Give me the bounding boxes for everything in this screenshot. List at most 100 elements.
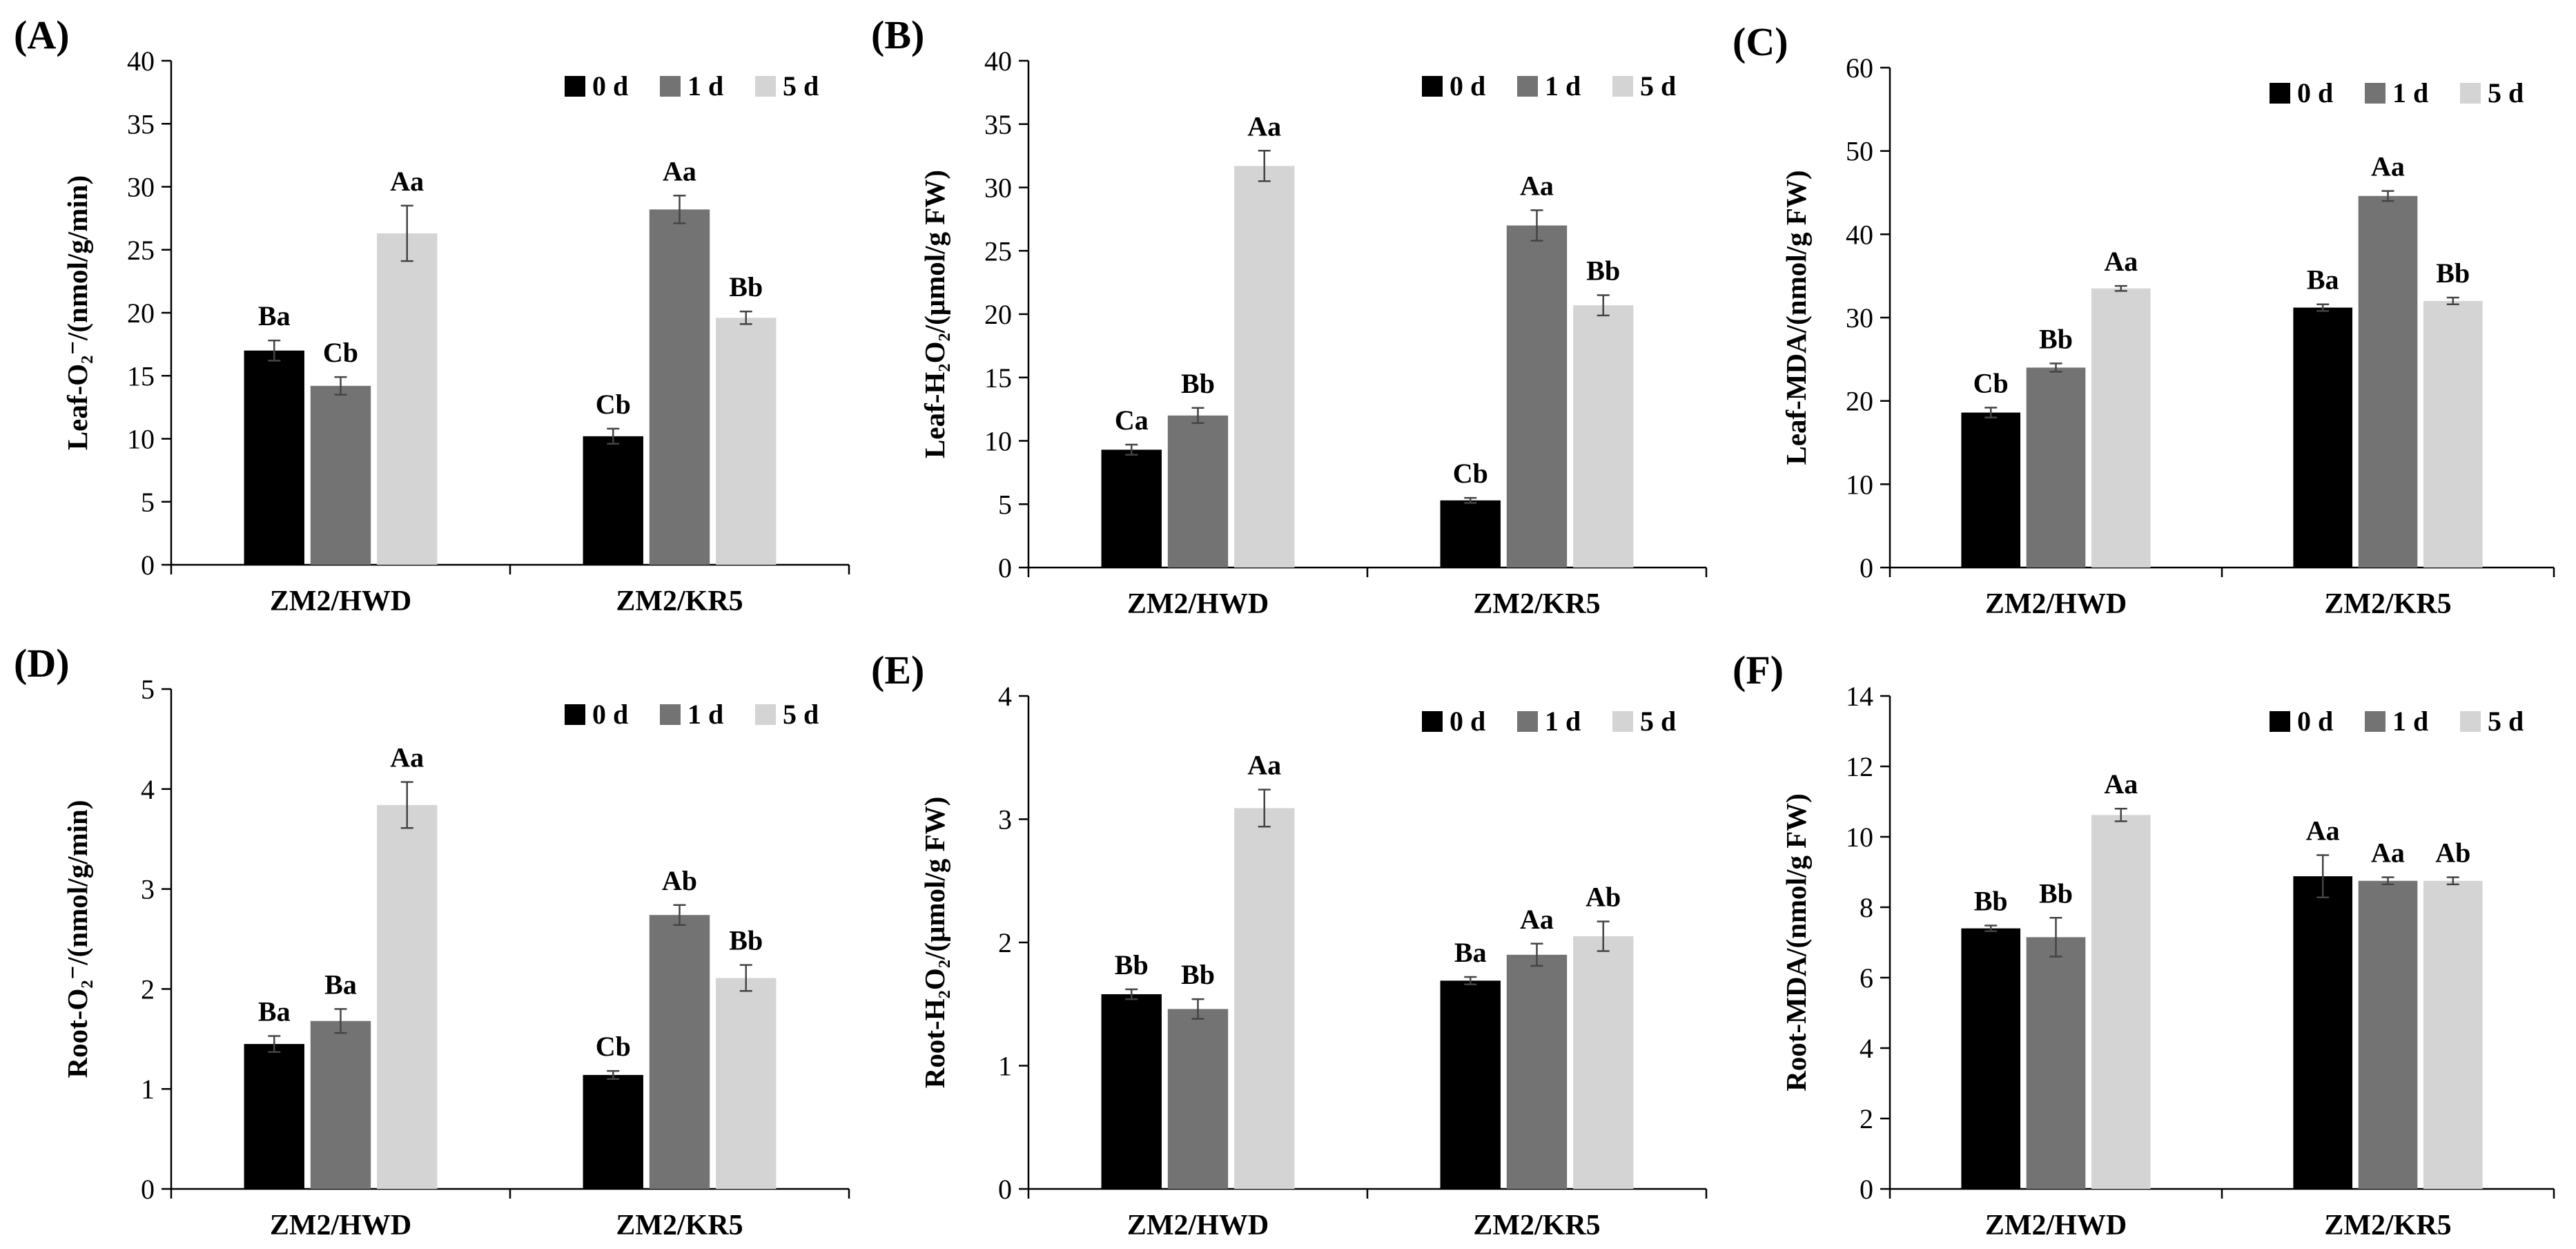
- significance-label: Aa: [663, 155, 696, 186]
- bar: [1506, 954, 1568, 1189]
- significance-label: Ba: [258, 300, 291, 331]
- bar: [2026, 937, 2086, 1189]
- y-tick-label: 30: [127, 172, 155, 203]
- bar: [1961, 412, 2021, 568]
- bar: [1101, 994, 1162, 1189]
- y-tick-label: 4: [141, 774, 155, 805]
- bar: [310, 385, 371, 565]
- legend-swatch: [2270, 83, 2290, 104]
- chart-panel-d: (D) 0 1 2 3 4 5 Root-O₂⁻/(nmol/g/min) ZM2/HWD Ba B…: [14, 641, 850, 1241]
- y-tick-label: 1: [141, 1074, 155, 1105]
- legend-swatch: [1612, 76, 1633, 97]
- bar: [244, 350, 304, 565]
- significance-label: Ba: [1454, 937, 1487, 968]
- legend-swatch: [1612, 711, 1633, 732]
- y-tick-label: 40: [1846, 219, 1873, 250]
- bar: [649, 209, 710, 565]
- significance-label: Aa: [2104, 768, 2138, 800]
- significance-label: Cb: [1453, 458, 1488, 489]
- significance-label: Cb: [323, 337, 358, 368]
- y-axis-label: Leaf-H₂O₂/(μmol/g FW): [919, 170, 950, 458]
- significance-label: Aa: [2306, 815, 2340, 846]
- x-category-label: ZM2/HWD: [270, 585, 411, 617]
- bar: [377, 233, 438, 565]
- bar: [649, 915, 710, 1189]
- y-tick-label: 4: [1860, 1033, 1873, 1064]
- panel-label: (F): [1733, 648, 1784, 693]
- legend-label: 0 d: [1450, 70, 1485, 101]
- significance-label: Cb: [1973, 367, 2009, 398]
- bar: [1440, 500, 1501, 568]
- legend-swatch: [660, 704, 681, 725]
- legend-label: 0 d: [2297, 77, 2333, 108]
- chart-panel-e: (E) 0 1 2 3 4 Root-H₂O₂/(μmol/g FW) ZM2/HWD Bb Bb…: [871, 648, 1708, 1241]
- y-tick-label: 35: [984, 109, 1012, 140]
- y-axis-label: Root-O₂⁻/(nmol/g/min): [61, 800, 93, 1078]
- legend-swatch: [2365, 83, 2385, 104]
- x-category-label: ZM2/KR5: [2324, 1210, 2451, 1241]
- y-tick-label: 0: [998, 552, 1012, 583]
- bar: [1506, 225, 1568, 568]
- y-axis-label: Root-H₂O₂/(μmol/g FW): [919, 797, 950, 1088]
- significance-label: Aa: [1247, 750, 1281, 781]
- significance-label: Aa: [1247, 110, 1281, 142]
- panel-label: (C): [1733, 19, 1788, 64]
- bar: [1167, 1009, 1229, 1189]
- y-tick-label: 20: [984, 299, 1012, 330]
- y-tick-label: 20: [1846, 386, 1873, 417]
- legend-swatch: [755, 76, 776, 97]
- y-tick-label: 10: [1846, 469, 1873, 500]
- y-tick-label: 30: [1846, 302, 1873, 333]
- x-category-label: ZM2/HWD: [1127, 588, 1269, 620]
- y-tick-label: 14: [1846, 681, 1873, 712]
- legend-swatch: [1517, 711, 1538, 732]
- bar: [583, 1074, 643, 1189]
- chart-panel-b: (B) 0 5 10 15 20 25 30 35 40 Leaf-H₂O₂/(μmol/g FW)…: [871, 12, 1708, 620]
- y-tick-label: 3: [141, 874, 155, 905]
- bar: [2358, 880, 2418, 1189]
- x-category-label: ZM2/KR5: [1473, 1210, 1600, 1241]
- legend-label: 0 d: [1450, 706, 1485, 737]
- x-category-label: ZM2/KR5: [2324, 588, 2451, 620]
- significance-label: Ab: [1585, 882, 1621, 913]
- legend-swatch: [1422, 76, 1443, 97]
- significance-label: Bb: [729, 925, 763, 956]
- significance-label: Aa: [1520, 904, 1554, 935]
- legend-swatch: [2460, 711, 2481, 732]
- y-tick-label: 0: [1860, 1174, 1873, 1205]
- y-tick-label: 30: [984, 173, 1012, 204]
- y-tick-label: 0: [998, 1174, 1012, 1205]
- bar: [377, 804, 438, 1189]
- bar: [244, 1044, 304, 1189]
- significance-label: Cb: [596, 1031, 631, 1062]
- legend-label: 1 d: [2392, 77, 2428, 108]
- y-tick-label: 2: [141, 974, 155, 1005]
- y-tick-label: 12: [1846, 751, 1873, 782]
- significance-label: Ba: [324, 969, 357, 1000]
- y-tick-label: 3: [998, 804, 1012, 835]
- legend-swatch: [565, 76, 585, 97]
- y-tick-label: 20: [127, 298, 155, 329]
- y-axis-label: Leaf-O₂⁻/(nmol/g/min): [61, 175, 93, 450]
- legend-swatch: [660, 76, 681, 97]
- legend-label: 5 d: [2488, 706, 2524, 737]
- bar: [2091, 815, 2151, 1189]
- significance-label: Bb: [2436, 258, 2470, 289]
- legend-label: 5 d: [2488, 77, 2524, 108]
- y-tick-label: 0: [141, 550, 155, 581]
- y-tick-label: 1: [998, 1051, 1012, 1082]
- bar: [1234, 166, 1295, 568]
- legend-label: 0 d: [592, 699, 628, 730]
- y-tick-label: 8: [1860, 892, 1873, 923]
- bar: [716, 978, 777, 1189]
- x-category-label: ZM2/KR5: [616, 1210, 743, 1241]
- y-tick-label: 40: [127, 46, 155, 77]
- legend-label: 1 d: [687, 70, 723, 101]
- chart-panel-f: (F) 0 2 4 6 8 10 12 14 Root-MDA/(nmol/g FW) ZM2/HW…: [1733, 648, 2555, 1241]
- y-tick-label: 40: [984, 46, 1012, 77]
- significance-label: Aa: [390, 166, 424, 197]
- y-tick-label: 0: [141, 1174, 155, 1205]
- significance-label: Bb: [1181, 368, 1215, 399]
- significance-label: Bb: [2039, 323, 2073, 354]
- bar: [1167, 415, 1229, 568]
